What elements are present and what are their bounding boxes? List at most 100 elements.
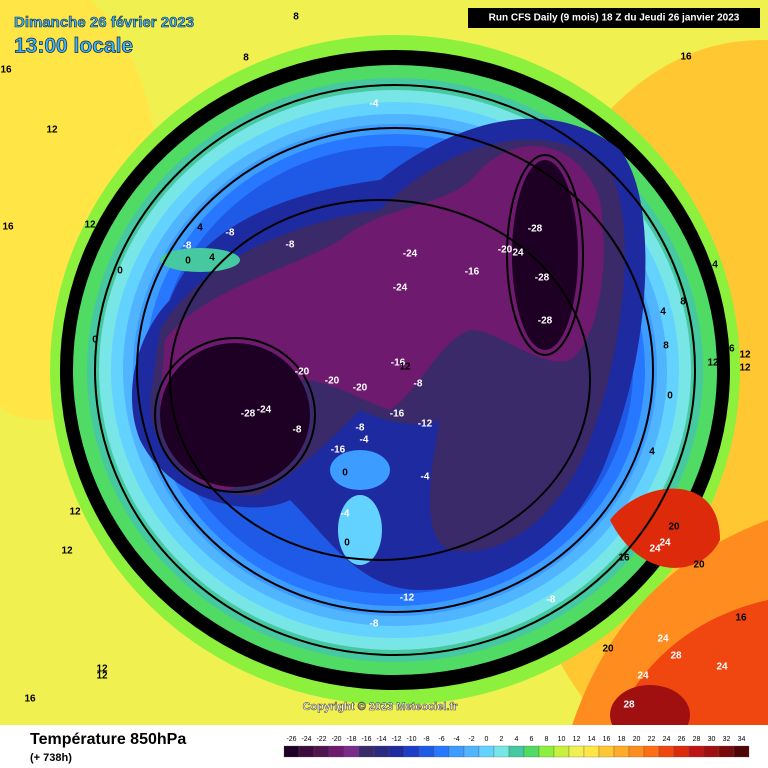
contour-label: 8 [293, 12, 299, 23]
contour-label: -24 [403, 249, 418, 260]
date-title: Dimanche 26 février 2023 [14, 14, 194, 31]
legend-tick-label: 12 [573, 736, 581, 743]
contour-line [154, 337, 316, 493]
contour-label: -8 [370, 619, 379, 630]
legend-swatch [583, 745, 600, 758]
cold-core [160, 343, 310, 487]
time-title: 13:00 locale [14, 35, 133, 58]
legend-tick-label: 18 [618, 736, 626, 743]
legend-tick-label: -20 [331, 736, 341, 743]
contour-label: -8 [226, 228, 235, 239]
contour-label: 8 [663, 341, 669, 352]
legend-swatch [298, 745, 315, 758]
legend-swatch [628, 745, 645, 758]
legend-swatch [283, 745, 300, 758]
contour-label: -28 [528, 224, 543, 235]
contour-label: 16 [735, 613, 747, 624]
contour-label: 0 [667, 391, 673, 402]
legend-swatch [463, 745, 480, 758]
contour-label: 0 [117, 266, 123, 277]
legend-tick-label: 22 [648, 736, 656, 743]
contour-label: -16 [331, 445, 346, 456]
legend-tick-label: 30 [708, 736, 716, 743]
legend-tick-label: -22 [316, 736, 326, 743]
contour-label: 4 [197, 223, 203, 234]
contour-label: 24 [716, 662, 728, 673]
legend-tick-label: -8 [423, 736, 429, 743]
legend-tick-label: -14 [376, 736, 386, 743]
contour-label: 12 [739, 363, 751, 374]
legend-tick-label: 14 [588, 736, 596, 743]
variable-name: Température 850hPa [30, 731, 186, 748]
legend-tick-label: -4 [453, 736, 459, 743]
legend-tick-label: 2 [500, 736, 504, 743]
contour-label: -8 [286, 240, 295, 251]
heat-zone [610, 488, 720, 568]
contour-line [94, 84, 696, 656]
legend-swatch [418, 745, 435, 758]
legend-tick-label: -26 [286, 736, 296, 743]
run-info: Run CFS Daily (9 mois) 18 Z du Jeudi 26 … [489, 13, 740, 24]
contour-label: 24 [649, 544, 661, 555]
legend-tick-label: 34 [738, 736, 746, 743]
contour-label: 0 [92, 335, 98, 346]
contour-label: 12 [61, 546, 73, 557]
contour-label: 20 [668, 522, 680, 533]
legend-tick-label: 8 [545, 736, 549, 743]
legend-swatch [523, 745, 540, 758]
contour-label: -4 [360, 435, 369, 446]
cold-pocket [160, 248, 240, 272]
contour-label: -20 [353, 383, 368, 394]
contour-labels: 8 8 16 16 12 12 16 12 4 -8 -8 -8 4 0 0 -4 -24 -24 -16 -20 24… [0, 12, 751, 711]
contour-label: -24 [393, 283, 408, 294]
legend-swatch [733, 745, 750, 758]
contour-label: 12 [399, 362, 411, 373]
contour-label: -16 [391, 358, 406, 369]
legend-swatch [598, 745, 615, 758]
contour-label: -4 [421, 472, 430, 483]
contour-label: 8 [243, 53, 249, 64]
contour-label: 20 [602, 644, 614, 655]
legend-swatch [703, 745, 720, 758]
legend-swatch [358, 745, 375, 758]
legend-tick-label: -10 [406, 736, 416, 743]
contour-label: 20 [693, 560, 705, 571]
contour-line [506, 154, 584, 356]
legend-swatch [343, 745, 360, 758]
heat-zone [610, 685, 690, 725]
legend-tick-label: 6 [530, 736, 534, 743]
contour-label: 4 [209, 253, 215, 264]
legend-swatch [553, 745, 570, 758]
cold-pocket [338, 495, 382, 565]
contour-label: -8 [547, 595, 556, 606]
contour-label: -24 [257, 405, 272, 416]
legend-tick-label: 4 [515, 736, 519, 743]
contour-label: 28 [623, 700, 635, 711]
legend-swatch [508, 745, 525, 758]
contour-label: 0 [344, 538, 350, 549]
contour-label: -16 [465, 267, 480, 278]
contour-label: -8 [183, 241, 192, 252]
contour-label: 16 [680, 52, 692, 63]
contour-label: 12 [96, 664, 108, 675]
contour-label: 16 [0, 65, 12, 76]
legend-swatch [313, 745, 330, 758]
legend-swatch [538, 745, 555, 758]
cold-core [512, 160, 578, 350]
contour-label: 24 [512, 248, 524, 259]
legend-swatch [493, 745, 510, 758]
contour-label: -8 [414, 379, 423, 390]
contour-label: -28 [241, 409, 256, 420]
contour-label: 12 [707, 358, 719, 369]
contour-label: 12 [739, 350, 751, 361]
legend-tick-label: -12 [391, 736, 401, 743]
legend-tick-label: 10 [558, 736, 566, 743]
contour-label: 16 [24, 694, 36, 705]
legend-tick-label: 16 [603, 736, 611, 743]
contour-label: -20 [325, 376, 340, 387]
contour-line [169, 199, 591, 561]
contour-label: -4 [370, 99, 379, 110]
contour-label: 24 [659, 538, 671, 549]
legend-tick-label: -6 [438, 736, 444, 743]
